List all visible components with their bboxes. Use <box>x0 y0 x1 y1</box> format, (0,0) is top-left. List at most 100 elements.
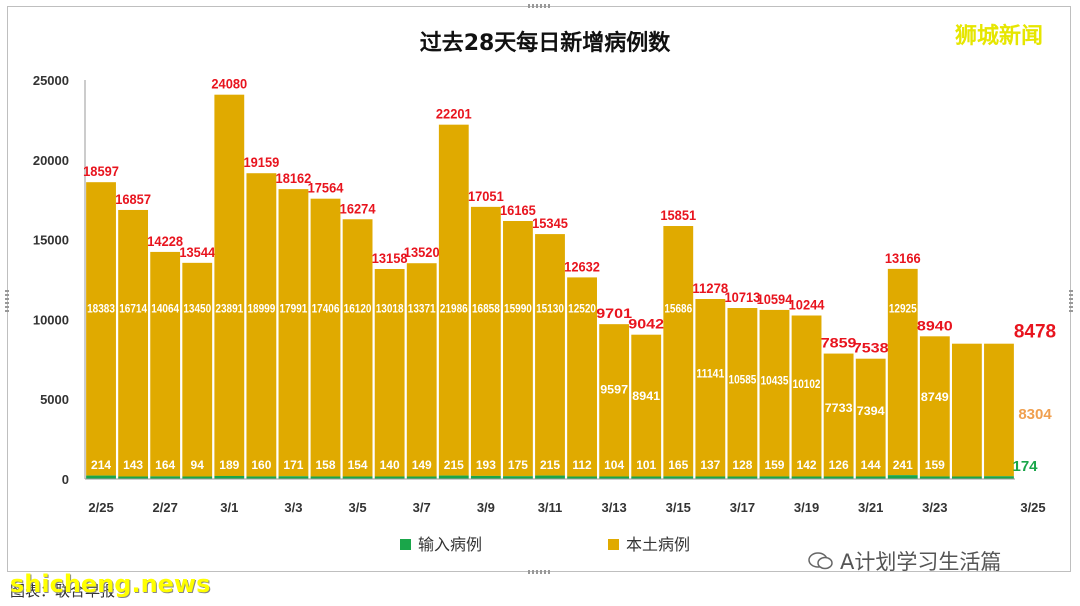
x-tick-label: 2/27 <box>153 500 178 515</box>
chart-title: 过去28天每日新增病例数 <box>420 30 672 56</box>
imported-label: 214 <box>91 458 111 472</box>
total-label: 8940 <box>917 317 953 333</box>
bar-imported <box>567 476 597 479</box>
imported-label: 159 <box>925 458 945 472</box>
wechat-watermark: A计划学习生活篇 <box>808 546 1001 576</box>
total-label: 14228 <box>147 233 183 249</box>
local-label: 13018 <box>376 301 404 315</box>
bar-local <box>695 299 726 477</box>
x-tick-label: 3/9 <box>477 500 495 515</box>
bar-imported <box>695 476 726 479</box>
total-label: 9042 <box>628 316 664 332</box>
imported-label: 144 <box>861 458 881 472</box>
bar-local <box>567 277 597 477</box>
local-label: 13450 <box>183 301 211 315</box>
local-label: 10585 <box>729 372 757 386</box>
imported-label: 112 <box>572 458 592 472</box>
total-label: 15851 <box>660 207 696 223</box>
local-label: 16120 <box>344 301 372 315</box>
bar-local <box>470 206 501 476</box>
total-label: 10244 <box>789 297 825 313</box>
legend-swatch <box>608 539 619 550</box>
x-tick-label: 3/23 <box>922 500 947 515</box>
bar-imported <box>214 475 245 479</box>
bar-local <box>342 219 373 477</box>
x-axis: 2/25 2/27 3/1 3/3 3/5 3/7 3/9 3/11 3/13 3/15 3/17 3… <box>85 478 1046 515</box>
imported-label: 101 <box>636 458 656 472</box>
total-label: 16274 <box>340 200 376 216</box>
imported-label: 241 <box>893 458 913 472</box>
bar-local <box>855 358 886 477</box>
bar-local <box>406 263 437 477</box>
imported-label: 154 <box>348 458 368 472</box>
x-tick-label: 3/3 <box>284 500 302 515</box>
total-label: 10594 <box>757 291 793 307</box>
bar-local <box>759 309 790 477</box>
total-label: 13520 <box>404 244 440 260</box>
legend-label: 输入病例 <box>418 535 482 554</box>
x-tick-label: 3/25 <box>1020 500 1045 515</box>
wechat-account-name: A计划学习生活篇 <box>840 550 1002 574</box>
bar-imported <box>535 475 565 479</box>
total-label: 19159 <box>243 154 279 170</box>
bar-local <box>887 268 918 476</box>
imported-label: 143 <box>123 458 143 472</box>
total-label: 22201 <box>436 106 472 122</box>
total-label: 18597 <box>83 163 119 179</box>
total-label: 16165 <box>500 202 536 218</box>
local-label: 10435 <box>761 373 789 387</box>
local-label: 17991 <box>280 301 308 315</box>
imported-label: 142 <box>797 458 817 472</box>
imported-label: 175 <box>508 458 528 472</box>
resize-handle-top[interactable] <box>528 4 552 8</box>
bars: 18597 18383 214 16857 16714 143 14228 14064 164 1… <box>83 76 1056 479</box>
bar-imported <box>599 476 630 479</box>
total-label: 17564 <box>308 180 344 196</box>
imported-label: 189 <box>219 458 239 472</box>
bar-local <box>182 262 213 477</box>
local-label: 7733 <box>825 401 853 415</box>
local-label: 15686 <box>664 301 692 315</box>
local-label: 13371 <box>408 301 436 315</box>
imported-label: 149 <box>412 458 432 472</box>
imported-label: 164 <box>155 458 175 472</box>
site-watermark: shicheng.news <box>10 570 211 598</box>
bar-imported <box>631 476 662 479</box>
bar-local <box>278 189 309 477</box>
imported-label: 137 <box>700 458 720 472</box>
imported-label: 104 <box>604 458 624 472</box>
x-tick-label: 3/13 <box>601 500 626 515</box>
y-tick-label: 15000 <box>33 233 69 248</box>
imported-label: 128 <box>732 458 752 472</box>
bar-imported <box>855 476 886 479</box>
local-label: 12520 <box>568 301 596 315</box>
total-label: 16857 <box>115 191 151 207</box>
local-label: 17406 <box>312 301 340 315</box>
bar-imported <box>823 476 854 479</box>
bar-local <box>599 324 630 477</box>
x-tick-label: 3/19 <box>794 500 819 515</box>
resize-handle-left[interactable] <box>5 288 9 312</box>
bar-local <box>214 94 245 476</box>
x-tick-label: 2/25 <box>88 500 113 515</box>
y-tick-label: 0 <box>62 472 69 487</box>
local-label: 23891 <box>215 301 243 315</box>
resize-handle-right[interactable] <box>1069 288 1073 312</box>
imported-label: 193 <box>476 458 496 472</box>
bar-imported <box>182 476 213 479</box>
chart-source-credit: 图表：联合早报 <box>10 582 116 600</box>
resize-handle-bottom[interactable] <box>528 570 552 574</box>
local-label: 14064 <box>151 301 179 315</box>
local-label: 8304 <box>1018 406 1052 423</box>
total-label: 18162 <box>276 170 312 186</box>
imported-label: 94 <box>191 458 205 472</box>
x-tick-label: 3/17 <box>730 500 755 515</box>
imported-label: 215 <box>444 458 464 472</box>
local-label: 8749 <box>921 390 949 404</box>
y-axis: 0 5000 10000 15000 20000 25000 <box>33 73 86 487</box>
y-tick-label: 20000 <box>33 153 69 168</box>
bar-imported <box>406 476 437 479</box>
bar-imported <box>663 476 694 479</box>
bar-local <box>823 353 854 477</box>
